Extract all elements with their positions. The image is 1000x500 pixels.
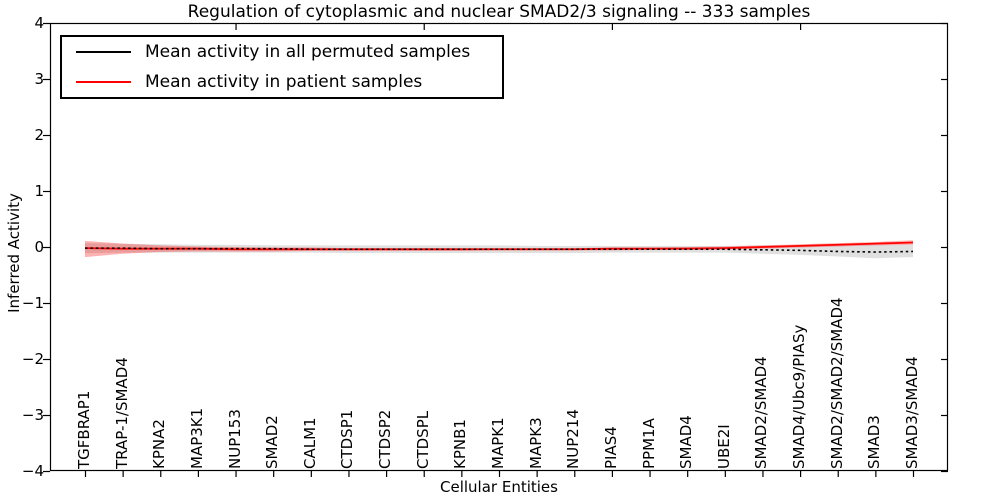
patient-line-sample: [76, 81, 131, 83]
legend: Mean activity in all permuted samples Me…: [60, 35, 504, 99]
x-tick-label: KPNA2: [150, 419, 169, 469]
x-tick-label: UBE2I: [714, 424, 733, 469]
x-tick-label: CTDSPL: [413, 410, 432, 469]
x-tick-label: CALM1: [300, 417, 319, 469]
x-tick-label: SMAD3: [865, 415, 884, 469]
y-tick-label: −3: [21, 406, 44, 424]
x-tick-label: SMAD2/SMAD2/SMAD4: [827, 297, 846, 469]
y-tick-label: −1: [21, 294, 44, 312]
y-tick-label: 1: [34, 182, 44, 200]
legend-label-permuted: Mean activity in all permuted samples: [145, 42, 471, 62]
y-axis-label: Inferred Activity: [5, 193, 23, 313]
x-tick-label: KPNB1: [451, 419, 470, 469]
x-tick-label: MAP3K1: [187, 407, 206, 469]
x-tick-label: TRAP-1/SMAD4: [112, 357, 131, 469]
legend-label-patient: Mean activity in patient samples: [145, 72, 423, 92]
x-tick-label: SMAD4: [677, 415, 696, 469]
y-tick-label: −2: [21, 350, 44, 368]
y-tick-label: 2: [34, 126, 44, 144]
legend-item-permuted: Mean activity in all permuted samples: [62, 37, 502, 67]
x-tick-label: NUP153: [225, 409, 244, 469]
chart-title: Regulation of cytoplasmic and nuclear SM…: [187, 2, 811, 22]
x-tick-label: PPM1A: [639, 418, 658, 469]
x-tick-label: PIAS4: [601, 426, 620, 469]
x-tick-label: CTDSP2: [376, 409, 395, 469]
y-tick-label: −4: [21, 462, 44, 480]
x-tick-label: SMAD4/Ubc9/PIASy: [790, 324, 809, 469]
x-tick-label: MAPK1: [489, 417, 507, 469]
x-tick-label: MAPK3: [526, 417, 545, 469]
x-tick-label: SMAD2: [263, 415, 282, 469]
x-tick-label: SMAD2/SMAD4: [752, 356, 771, 469]
x-tick-label: CTDSP1: [338, 409, 357, 469]
legend-item-patient: Mean activity in patient samples: [62, 67, 502, 97]
x-axis-label: Cellular Entities: [440, 478, 558, 496]
x-tick-label: NUP214: [564, 409, 583, 469]
y-tick-label: 0: [34, 238, 44, 256]
patient-mean-line: [84, 241, 914, 251]
y-tick-label: 3: [34, 70, 44, 88]
x-tick-label: TGFBRAP1: [75, 390, 93, 469]
permuted-band: [85, 243, 913, 259]
y-tick-label: 4: [34, 14, 44, 32]
permuted-line-sample: [76, 51, 131, 53]
x-tick-label: SMAD3/SMAD4: [903, 356, 921, 469]
